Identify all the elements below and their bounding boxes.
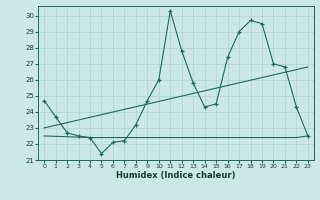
X-axis label: Humidex (Indice chaleur): Humidex (Indice chaleur) (116, 171, 236, 180)
